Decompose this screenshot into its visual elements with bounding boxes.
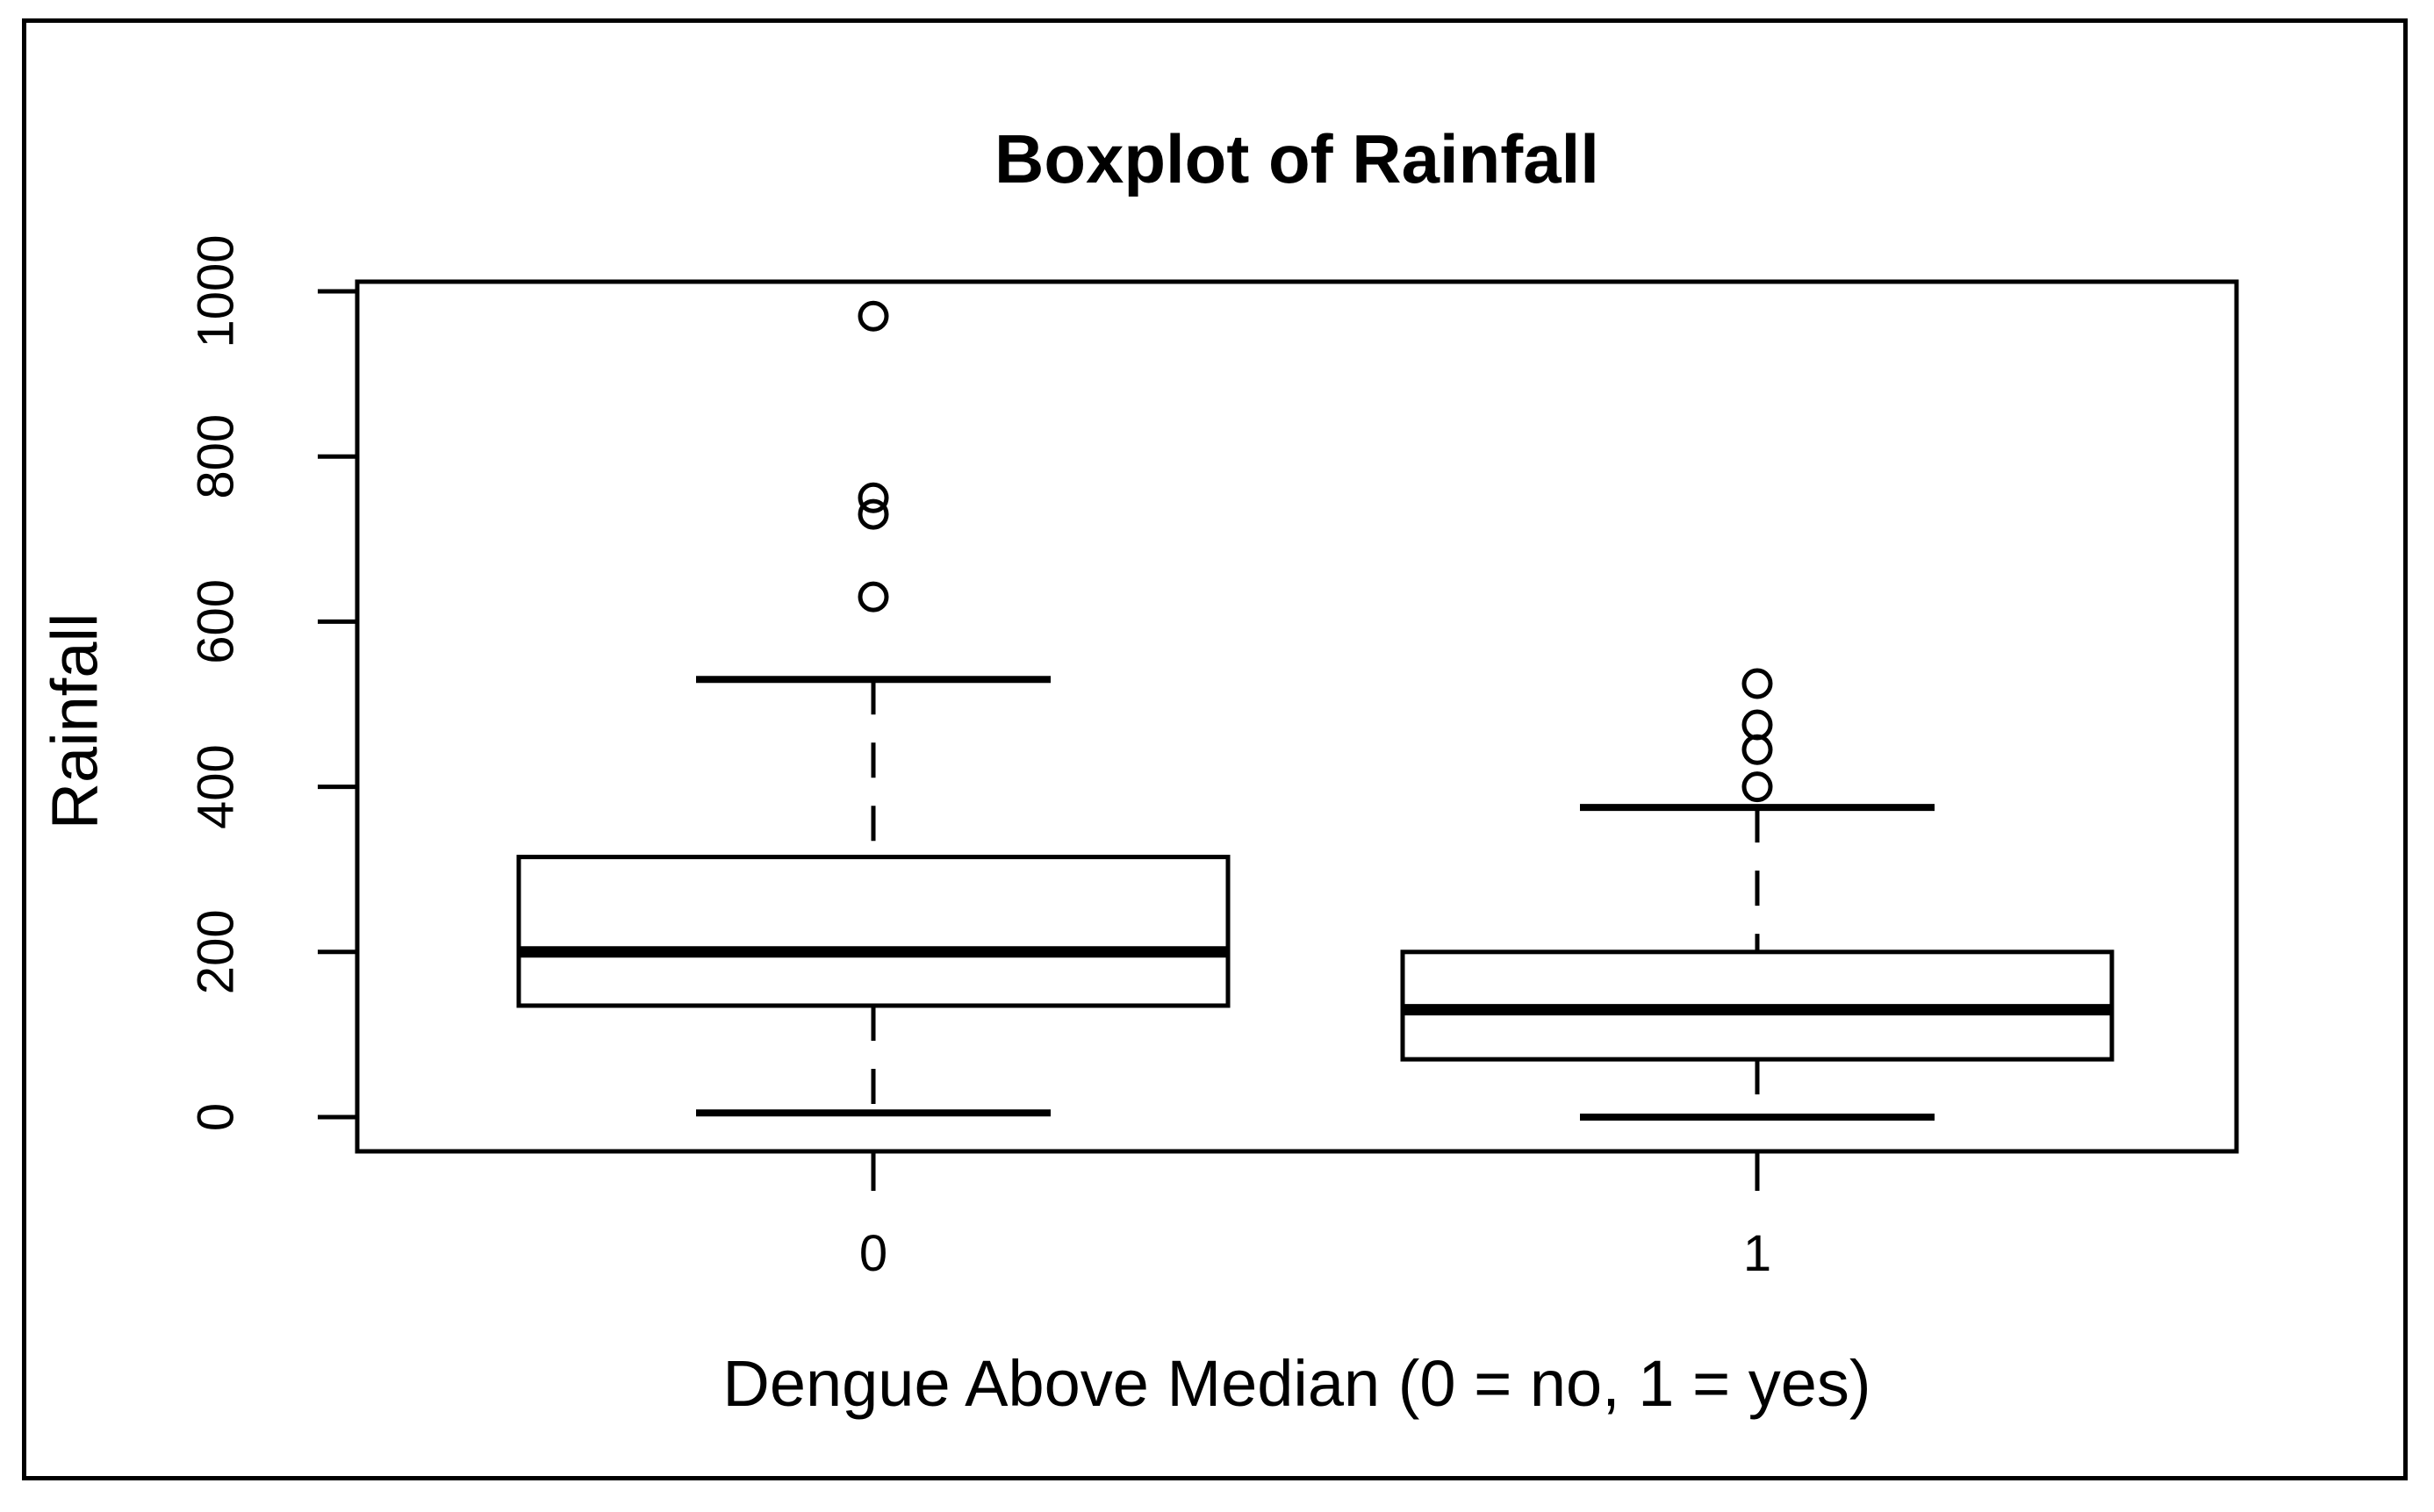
y-tick-label: 600 [187,579,244,664]
y-tick-label: 1000 [187,234,244,348]
y-tick-label: 800 [187,414,244,499]
outlier-point [858,300,889,332]
plot-frame [355,279,2239,1154]
x-axis-title: Dengue Above Median (0 = no, 1 = yes) [722,1347,1871,1420]
outlier-point [1741,709,1773,741]
outlier-point [1741,668,1773,699]
y-tick-label: 0 [187,1103,244,1131]
x-tick-label: 0 [859,1225,887,1282]
chart-title: Boxplot of Rainfall [994,120,1599,197]
y-tick-label: 400 [187,744,244,829]
outlier-point [1741,771,1773,803]
outer-border [22,18,2408,1480]
x-tick-label: 1 [1743,1225,1771,1282]
outlier-point [1741,734,1773,765]
y-tick-label: 200 [187,909,244,994]
outlier-point [858,581,889,613]
outlier-point [858,482,889,513]
outlier-point [858,498,889,530]
box-iqr [516,855,1231,1008]
